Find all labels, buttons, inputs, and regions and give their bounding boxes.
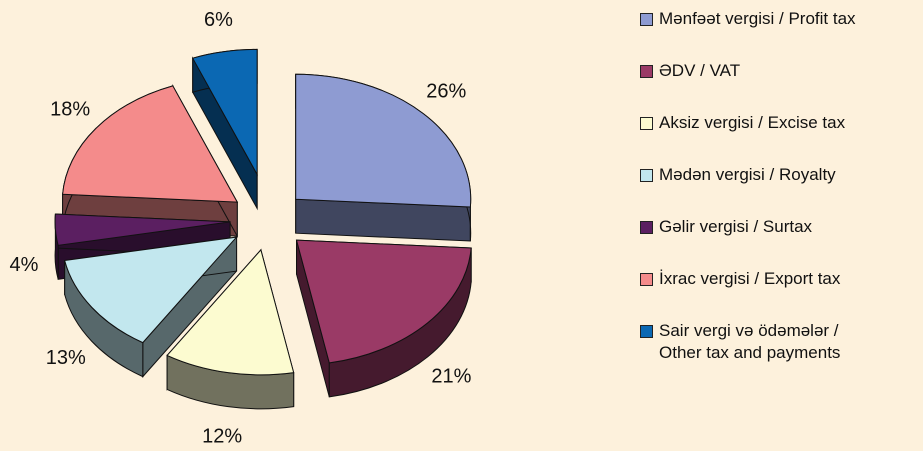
legend-item: Sair vergi və ödəmələr / Other tax and p… [640, 320, 923, 372]
legend-swatch [640, 273, 653, 286]
slice-top [62, 85, 239, 203]
legend-swatch [640, 117, 653, 130]
legend: Mənfəət vergisi / Profit tax ƏDV / VAT Aks… [640, 8, 923, 372]
legend-item: Mənfəət vergisi / Profit tax [640, 8, 923, 60]
data-label: 6% [204, 9, 233, 31]
slice [295, 239, 472, 398]
legend-swatch [640, 221, 653, 234]
data-label: 18% [50, 99, 90, 121]
legend-label: Aksiz vergisi / Excise tax [659, 113, 846, 132]
data-label: 12% [202, 426, 242, 448]
slice-top [54, 213, 231, 246]
legend-label: Sair vergi və ödəmələr / Other tax and p… [659, 321, 841, 362]
legend-label: Gəlir vergisi / Surtax [659, 217, 813, 236]
legend-item: Aksiz vergisi / Excise tax [640, 112, 923, 164]
slice [166, 248, 295, 410]
legend-label: Mədən vergisi / Royalty [659, 165, 836, 184]
data-label: 4% [10, 254, 39, 276]
legend-item: İxrac vergisi / Export tax [640, 268, 923, 320]
legend-label: ƏDV / VAT [659, 61, 741, 80]
legend-swatch [640, 65, 653, 78]
legend-label: İxrac vergisi / Export tax [659, 269, 841, 288]
legend-swatch [640, 169, 653, 182]
data-label: 13% [46, 347, 86, 369]
slice-top [64, 236, 238, 344]
pie-area: 26% 21% 12% 13% 4% 18% 6% [10, 9, 472, 448]
legend-swatch [640, 325, 653, 338]
legend-item: Mədən vergisi / Royalty [640, 164, 923, 216]
data-label: 26% [426, 81, 466, 103]
legend-item: Gəlir vergisi / Surtax [640, 216, 923, 268]
slice [191, 48, 258, 211]
legend-swatch [640, 13, 653, 26]
slice [295, 73, 472, 242]
legend-item: ƏDV / VAT [640, 60, 923, 112]
slice-top [191, 48, 258, 177]
legend-label: Mənfəət vergisi / Profit tax [659, 9, 856, 28]
slice-top [166, 248, 295, 376]
slice [64, 235, 238, 378]
slice-top [295, 239, 472, 364]
data-label: 21% [431, 366, 471, 388]
slice-top [295, 73, 472, 208]
